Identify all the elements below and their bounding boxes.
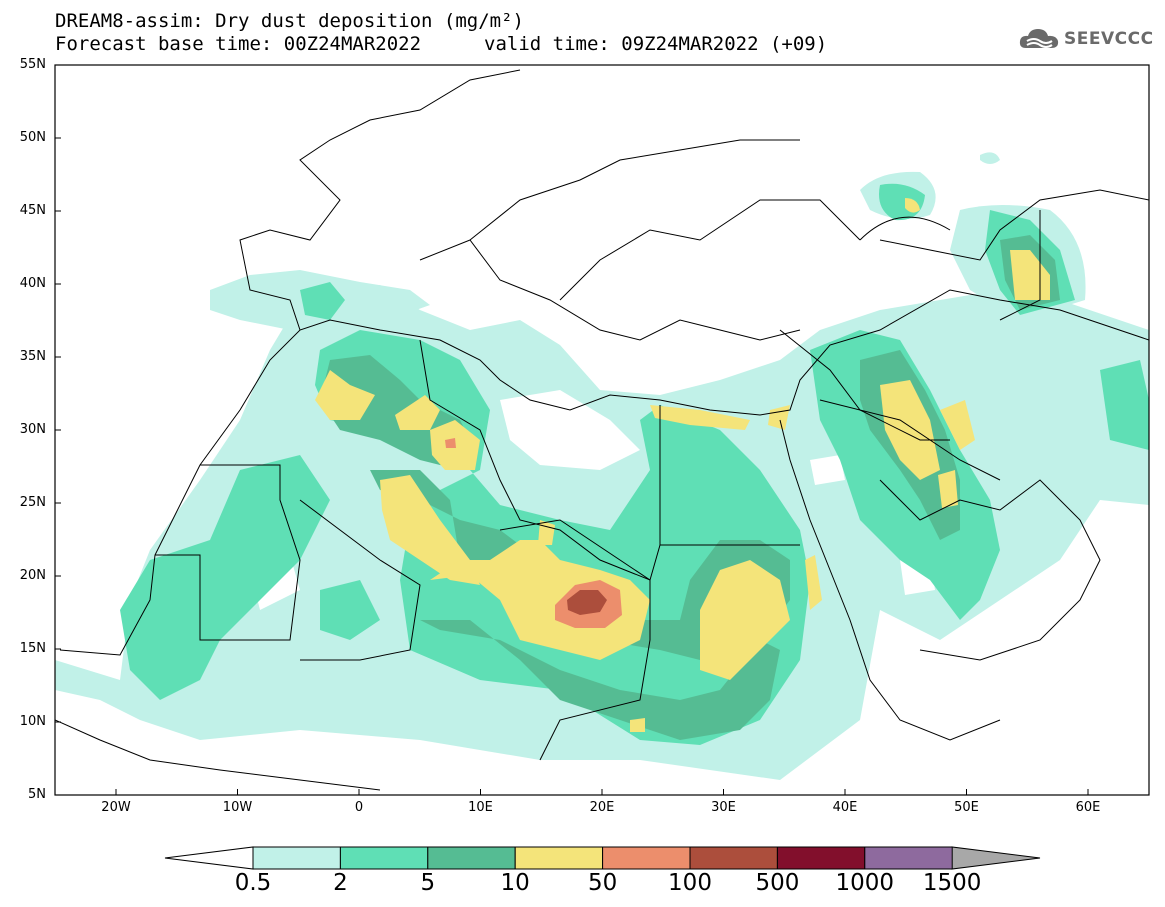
colorbar <box>164 846 1041 870</box>
colorbar-label: 1500 <box>922 870 982 896</box>
y-ticks <box>55 64 61 796</box>
colorbar-label: 100 <box>668 870 712 896</box>
colorbar-swatch <box>339 846 429 870</box>
title-base-time: Forecast base time: 00Z24MAR2022 <box>55 33 422 55</box>
colorbar-low-arrow <box>164 846 254 870</box>
colorbar-swatch <box>514 846 604 870</box>
x-tick-label: 60E <box>1075 800 1101 815</box>
colorbar-label: 2 <box>333 870 348 896</box>
colorbar-label: 10 <box>500 870 530 896</box>
x-tick-label: 0 <box>354 800 364 815</box>
colorbar-swatch <box>252 846 341 870</box>
colorbar-label: 500 <box>755 870 800 896</box>
logo-text: SEEVCCC <box>1064 29 1154 49</box>
y-tick-label: 55N <box>19 57 46 72</box>
y-tick-label: 10N <box>19 714 46 729</box>
x-tick-label: 40E <box>832 800 858 815</box>
coastline-borders <box>55 69 1149 791</box>
colorbar-swatch <box>427 846 516 870</box>
dust-level-100-area <box>567 590 607 615</box>
x-tick-label: 10W <box>222 800 253 815</box>
colorbar-label: 5 <box>420 870 436 896</box>
x-tick-label: 20E <box>589 800 615 815</box>
y-tick-label: 5N <box>28 787 46 802</box>
y-tick-label: 40N <box>19 276 46 291</box>
y-tick-label: 20N <box>19 568 46 583</box>
y-tick-label: 15N <box>19 641 46 656</box>
y-tick-label: 35N <box>19 349 46 364</box>
colorbar-label: 0.5 <box>234 870 272 896</box>
colorbar-label: 50 <box>587 870 618 896</box>
seevccc-logo: SEEVCCC <box>1018 26 1154 52</box>
colorbar-high-arrow <box>951 846 1041 870</box>
colorbar-swatch <box>689 846 778 870</box>
x-tick-label: 30E <box>711 800 736 815</box>
y-tick-label: 45N <box>19 203 46 218</box>
y-tick-label: 30N <box>19 422 46 437</box>
x-tick-label: 20W <box>101 800 131 815</box>
y-tick-label: 50N <box>19 130 46 145</box>
x-ticks <box>115 789 1089 795</box>
dust-level-10-area <box>315 198 1050 732</box>
colorbar-swatch <box>776 846 866 870</box>
x-tick-label: 10E <box>468 800 493 815</box>
colorbar-label: 1000 <box>835 870 895 896</box>
title-valid-time: valid time: 09Z24MAR2022 (+09) <box>484 33 828 55</box>
cloud-icon <box>1019 29 1059 48</box>
y-tick-label: 25N <box>19 495 46 510</box>
colorbar-swatch <box>864 846 953 870</box>
x-tick-label: 50E <box>954 800 979 815</box>
colorbar-swatch <box>602 846 691 870</box>
title-line1: DREAM8-assim: Dry dust deposition (mg/m²… <box>55 10 524 32</box>
